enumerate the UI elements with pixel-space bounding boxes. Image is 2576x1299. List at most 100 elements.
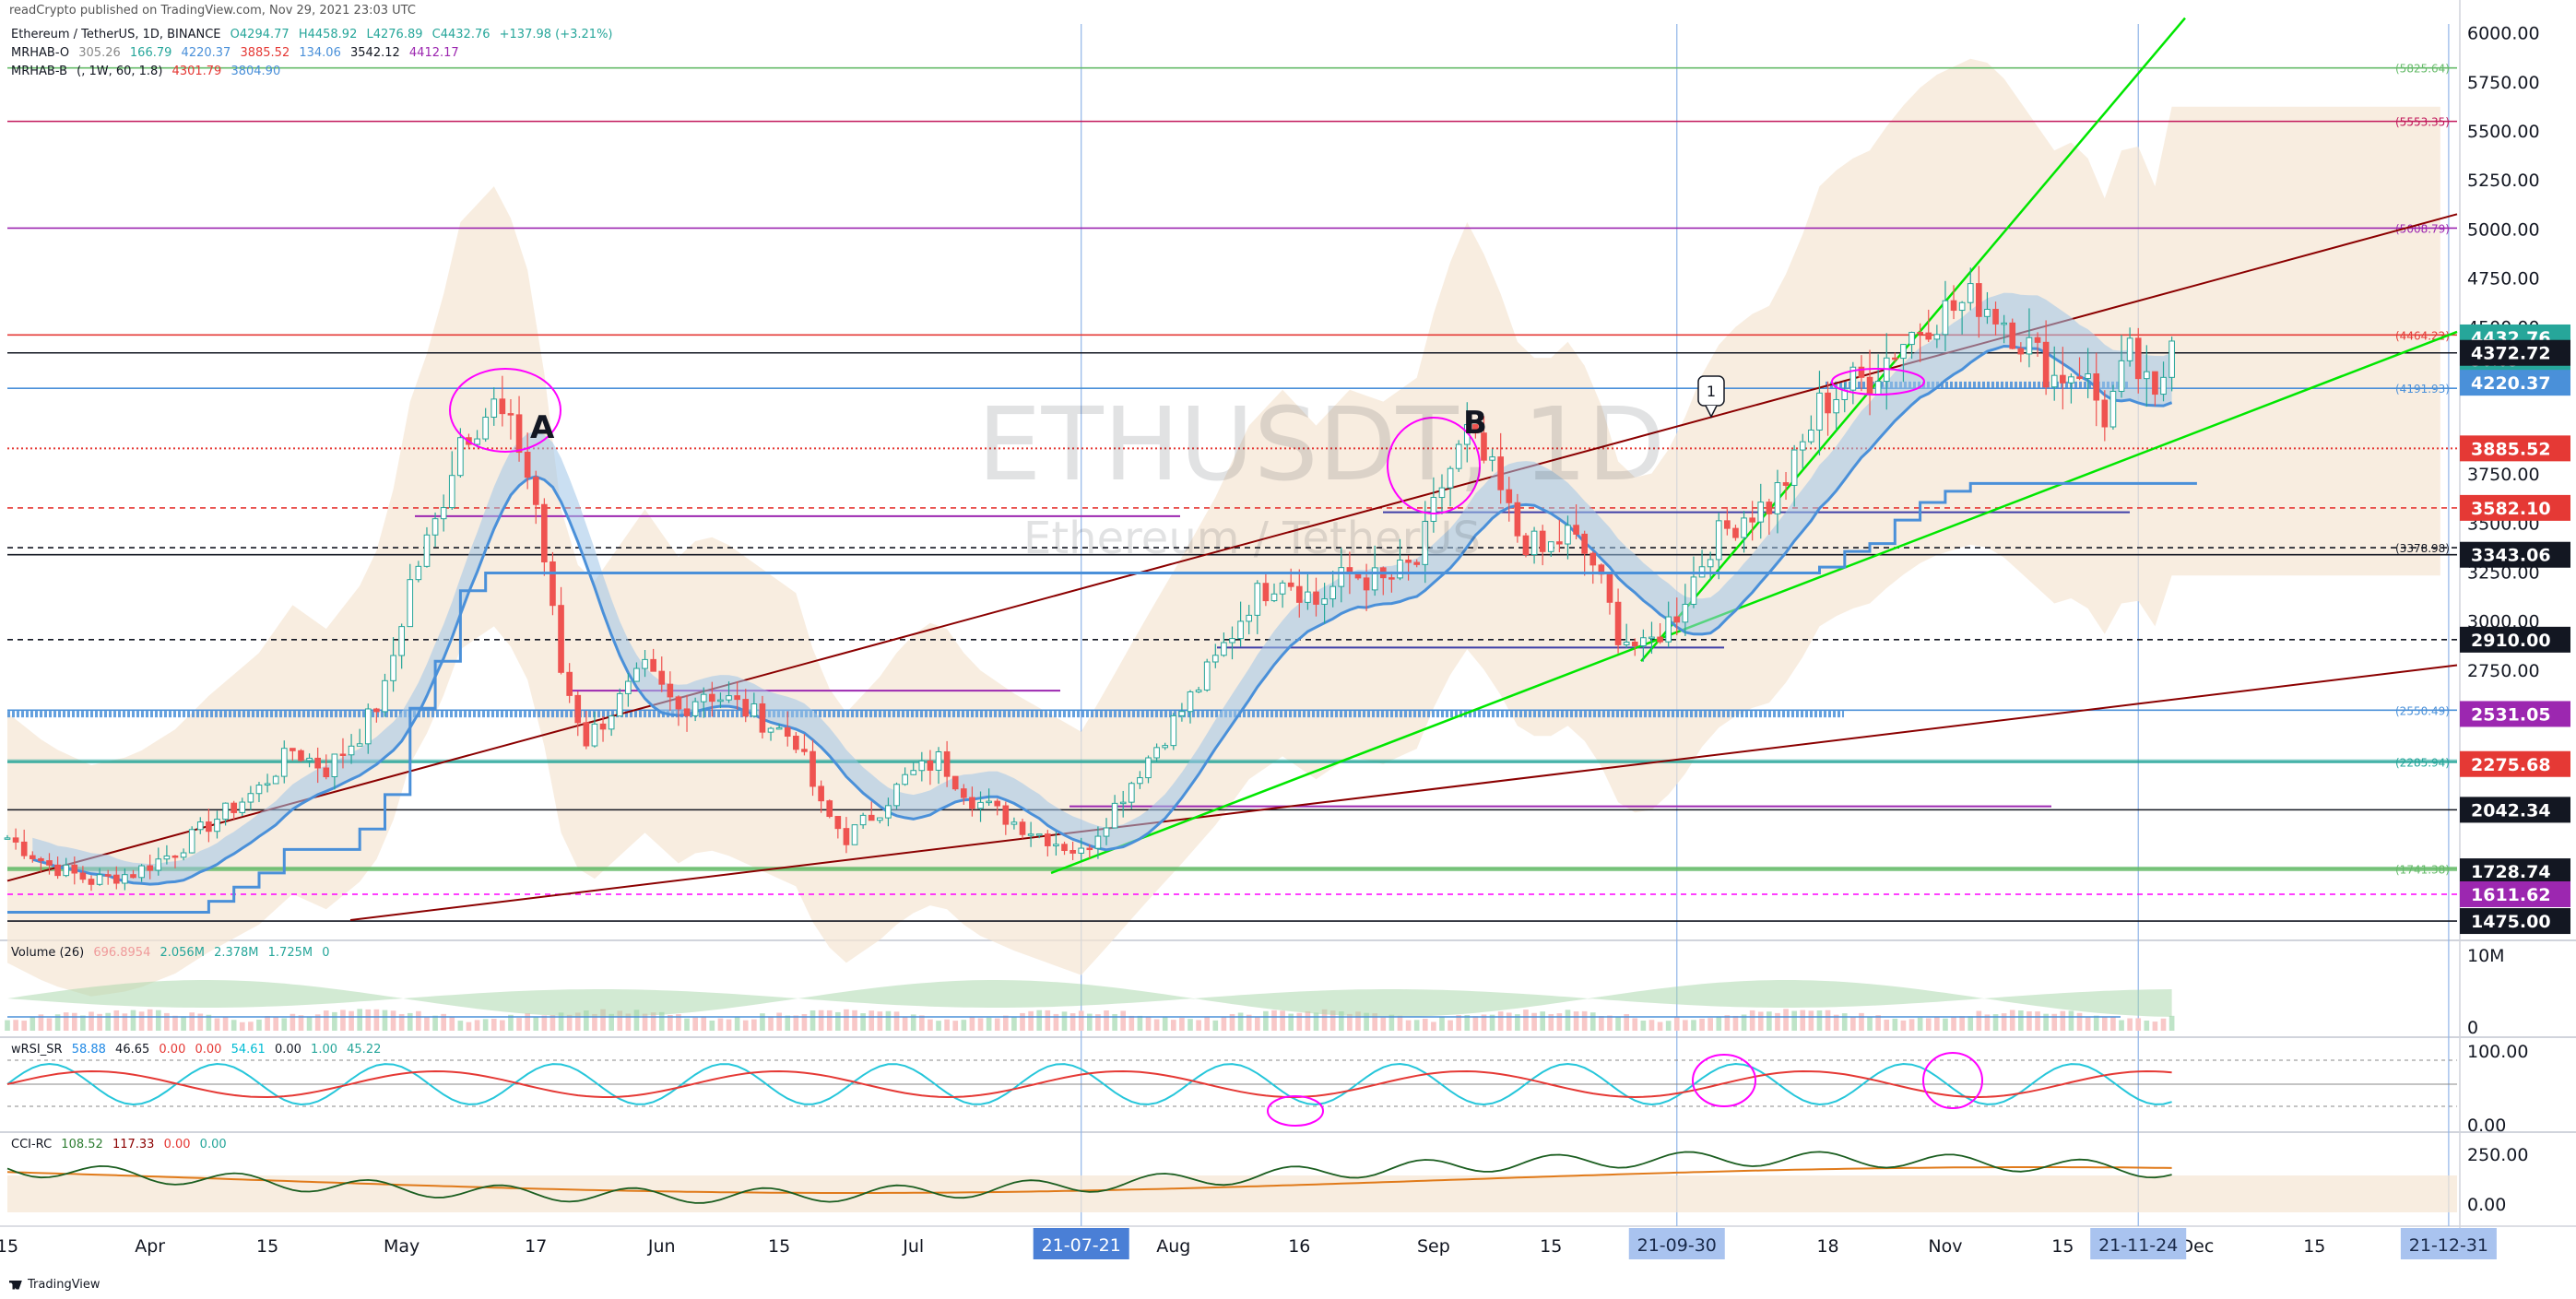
volume-bar bbox=[2168, 1015, 2175, 1031]
volume-bar bbox=[1825, 1010, 1831, 1031]
cci-val-4: 0.00 bbox=[199, 1138, 227, 1151]
candle-body bbox=[323, 767, 330, 778]
candle-body bbox=[448, 475, 455, 509]
volume-bar bbox=[1607, 1015, 1613, 1031]
volume-bar bbox=[1506, 1012, 1512, 1031]
candle-body bbox=[1397, 559, 1403, 579]
ohlc-close: C4432.76 bbox=[431, 28, 490, 41]
price-tick-label: 5750.00 bbox=[2467, 73, 2540, 93]
volume-bar bbox=[1732, 1015, 1739, 1031]
volume-bar bbox=[5, 1020, 10, 1031]
candle-body bbox=[1942, 300, 1949, 336]
volume-bar bbox=[1162, 1016, 1168, 1031]
candle-body bbox=[38, 857, 44, 862]
candle-body bbox=[818, 785, 824, 802]
candle-body bbox=[1749, 517, 1755, 523]
volume-bar bbox=[1934, 1017, 1940, 1031]
symbol-title[interactable]: Ethereum / TetherUS, 1D, BINANCE bbox=[11, 28, 221, 41]
candle-body bbox=[290, 748, 296, 751]
candle-body bbox=[1917, 332, 1923, 335]
volume-name[interactable]: Volume (26) bbox=[11, 946, 85, 960]
price-tick-label: 6000.00 bbox=[2467, 24, 2540, 44]
volume-bar bbox=[1456, 1015, 1462, 1031]
candle-body bbox=[1262, 583, 1270, 602]
volume-bar bbox=[89, 1011, 94, 1031]
price-label-text: 3582.10 bbox=[2471, 499, 2551, 519]
volume-bar bbox=[2060, 1010, 2066, 1031]
candle-body bbox=[961, 788, 967, 798]
volume-bar bbox=[466, 1021, 472, 1031]
price-label-badge bbox=[2460, 435, 2570, 462]
volume-bar bbox=[1867, 1016, 1873, 1031]
candle-body bbox=[1958, 301, 1966, 312]
candle-body bbox=[1237, 620, 1244, 640]
mrhab-b-name[interactable]: MRHAB-B bbox=[11, 65, 67, 78]
volume-bar bbox=[248, 1021, 254, 1031]
candle-body bbox=[1221, 642, 1227, 656]
volume-bar bbox=[1347, 1013, 1353, 1031]
candle-body bbox=[893, 784, 900, 807]
volume-bar bbox=[314, 1014, 321, 1031]
volume-bar bbox=[1045, 1010, 1051, 1031]
volume-bar bbox=[382, 1010, 388, 1031]
rsi-val-3: 0.00 bbox=[159, 1043, 186, 1057]
mrhab-o-val-6: 3542.12 bbox=[350, 46, 400, 60]
candle-body bbox=[935, 750, 942, 771]
candle-body bbox=[46, 860, 53, 866]
time-tick-label: Jul bbox=[902, 1236, 924, 1257]
volume-bar bbox=[684, 1018, 690, 1031]
candle-body bbox=[264, 783, 271, 786]
cci-name[interactable]: CCI-RC bbox=[11, 1138, 53, 1151]
time-tick-label: Apr bbox=[135, 1236, 165, 1257]
volume-bar bbox=[2027, 1011, 2032, 1031]
time-tick-label: 16 bbox=[1288, 1236, 1310, 1257]
candle-body bbox=[1858, 366, 1865, 378]
price-axis[interactable]: 6000.00 5750.00 5500.00 5250.00 5000.00 4750.… bbox=[2460, 24, 2570, 1215]
circle-b bbox=[1387, 417, 1481, 514]
rsi-name[interactable]: wRSI_SR bbox=[11, 1043, 63, 1057]
volume-bar bbox=[1925, 1018, 1932, 1031]
candle-body bbox=[339, 753, 347, 756]
time-tick-label: Nov bbox=[1928, 1236, 1962, 1257]
volume-bar bbox=[1489, 1014, 1495, 1031]
time-tick-label: 15 bbox=[2051, 1236, 2074, 1257]
candle-body bbox=[431, 518, 439, 536]
ha-ribbon bbox=[31, 292, 2173, 886]
volume-bar bbox=[1984, 1014, 1991, 1031]
candle-body bbox=[1665, 616, 1672, 643]
candle-body bbox=[138, 865, 145, 879]
volume-bar bbox=[1573, 1011, 1579, 1031]
volume-bar bbox=[558, 1012, 564, 1031]
volume-bar bbox=[474, 1020, 480, 1031]
volume-bar bbox=[2051, 1013, 2058, 1031]
ribbon-line bbox=[31, 344, 2173, 886]
volume-bar bbox=[197, 1013, 204, 1031]
time-axis[interactable]: 15 Apr 15 May 17 Jun 15 Jul Aug 16 Sep 15 18 Nov 15 Dec… bbox=[0, 1228, 2497, 1259]
candle-body bbox=[532, 477, 539, 505]
candle-body bbox=[599, 723, 607, 730]
candle-body bbox=[247, 793, 254, 803]
price-label-badge bbox=[2460, 858, 2570, 885]
volume-bar bbox=[373, 1009, 380, 1031]
volume-bar bbox=[482, 1019, 489, 1031]
cci-val-3: 0.00 bbox=[163, 1138, 191, 1151]
volume-bar bbox=[113, 1010, 120, 1031]
mrhab-o-val-5: 134.06 bbox=[299, 46, 341, 60]
candle-body bbox=[625, 680, 632, 694]
candle-body bbox=[196, 821, 204, 831]
date-highlight-badge bbox=[1033, 1228, 1129, 1259]
volume-bar bbox=[742, 1020, 749, 1031]
mrhab-o-name[interactable]: MRHAB-O bbox=[11, 46, 70, 60]
volume-bar bbox=[416, 1010, 421, 1031]
volume-bar bbox=[2135, 1018, 2142, 1031]
candle-body bbox=[1363, 577, 1370, 591]
candle-body bbox=[1682, 603, 1689, 623]
candle-body bbox=[2042, 341, 2050, 388]
volume-bar bbox=[793, 1015, 799, 1031]
volume-bar bbox=[785, 1015, 791, 1031]
volume-bar bbox=[1976, 1010, 1982, 1031]
volume-bar bbox=[1665, 1021, 1672, 1031]
candle-body bbox=[759, 703, 766, 733]
tradingview-footer[interactable]: TradingView bbox=[9, 1278, 100, 1292]
